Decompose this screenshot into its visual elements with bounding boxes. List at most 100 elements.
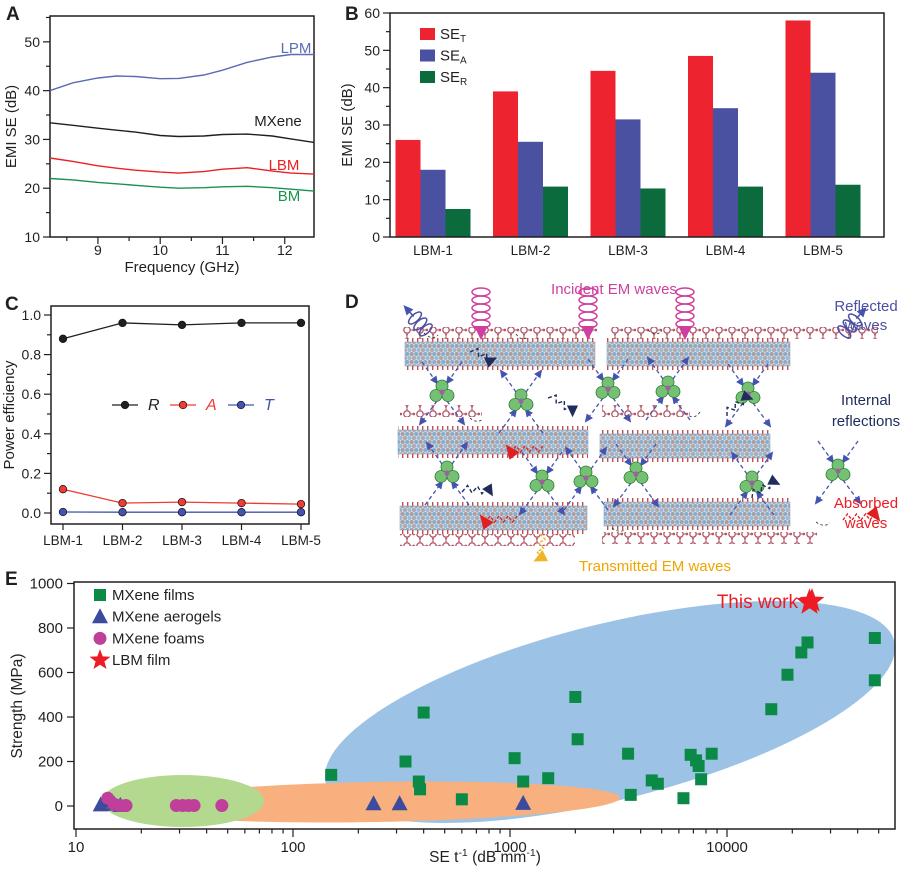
svg-text:SEA: SEA (440, 48, 467, 67)
svg-text:Frequency (GHz): Frequency (GHz) (124, 259, 239, 276)
svg-text:Strength (MPa): Strength (MPa) (9, 653, 26, 758)
svg-text:0.6: 0.6 (22, 386, 42, 402)
svg-text:LBM-3: LBM-3 (608, 243, 648, 258)
panel-label-e: E (5, 569, 18, 590)
point-mxene-aerogels (92, 796, 109, 812)
svg-text:LBM-5: LBM-5 (803, 243, 843, 258)
em-shielding-schematic (397, 287, 881, 562)
point-mxene-films (417, 706, 430, 719)
svg-text:Power efficiency: Power efficiency (1, 360, 18, 469)
point-mxene-foams (215, 799, 229, 813)
marker-a (296, 499, 306, 509)
legend-swatch-set (420, 28, 435, 40)
marker-a (118, 498, 127, 508)
legend-item-mxene-aerogels (92, 608, 108, 624)
svg-text:40: 40 (24, 83, 40, 99)
marker-r (177, 320, 187, 330)
marker-t (177, 508, 187, 517)
marker-a (177, 497, 187, 507)
bar-lbm-5-sea (810, 72, 836, 237)
svg-text:0.0: 0.0 (22, 505, 42, 521)
svg-text:MXene films: MXene films (112, 587, 195, 604)
svg-text:LBM-1: LBM-1 (413, 243, 453, 258)
point-mxene-films (677, 792, 690, 805)
svg-text:SET: SET (440, 26, 466, 45)
svg-text:10: 10 (68, 839, 85, 856)
marker-t (296, 508, 306, 517)
point-mxene-films (542, 772, 555, 785)
svg-text:LBM film: LBM film (112, 652, 170, 669)
point-mxene-films (624, 788, 637, 801)
point-mxene-films (508, 752, 521, 765)
bar-lbm-2-set (493, 91, 518, 238)
panel-b-bar-chart: 0 10 20 30 40 50 60 LBM-1 LBM-2 LBM-3 LBM-4 LBM-5 SE… (339, 5, 885, 258)
marker-t (237, 508, 246, 517)
svg-text:0: 0 (55, 798, 63, 815)
svg-text:LBM-3: LBM-3 (162, 533, 202, 548)
point-mxene-films (325, 768, 338, 781)
svg-text:20: 20 (364, 154, 380, 170)
bar-lbm-3-set (590, 70, 616, 237)
this-work-annotation: This work (717, 592, 799, 613)
incident-em-waves-label: Incident EM waves (551, 281, 677, 298)
point-mxene-films (571, 733, 584, 746)
marker-r (296, 318, 306, 328)
series-label-lbm: LBM (269, 157, 300, 174)
point-mxene-films (622, 747, 635, 760)
absorbed-waves-label-line1: Absorbed (834, 495, 898, 512)
legend-item-mxene-foams (93, 631, 107, 645)
bar-lbm-2-ser (543, 186, 568, 237)
panel-label-a: A (6, 4, 20, 25)
panel-e-scatter-chart: 0 200 400 600 800 1000 10 100 1000 10000 Strength … (9, 576, 896, 866)
this-work-star (799, 588, 825, 612)
svg-text:A: A (205, 397, 217, 414)
svg-text:10: 10 (152, 242, 168, 258)
marker-a (58, 485, 68, 494)
point-mxene-aerogels (365, 795, 382, 811)
point-mxene-films (801, 636, 814, 649)
svg-text:100: 100 (280, 839, 305, 856)
bar-lbm-5-set (785, 20, 811, 237)
svg-text:EMI SE (dB): EMI SE (dB) (3, 85, 20, 168)
point-mxene-films (399, 755, 412, 768)
svg-text:11: 11 (215, 242, 230, 258)
svg-text:T: T (264, 397, 275, 414)
bar-lbm-4-ser (738, 186, 763, 237)
legend-swatch-sea (420, 49, 435, 62)
svg-text:1000: 1000 (30, 576, 63, 593)
svg-text:R: R (148, 397, 160, 414)
svg-text:20: 20 (24, 180, 40, 196)
marker-r (118, 318, 127, 328)
point-mxene-films (651, 777, 664, 790)
svg-text:EMI SE (dB): EMI SE (dB) (339, 83, 356, 166)
svg-text:40: 40 (364, 80, 380, 96)
svg-text:30: 30 (24, 131, 40, 147)
point-mxene-films (517, 775, 530, 788)
legend-item-lbm-film (89, 649, 111, 669)
point-mxene-films (705, 747, 718, 760)
svg-text:400: 400 (38, 709, 63, 726)
series-label-bm: BM (278, 188, 301, 205)
point-mxene-films (868, 632, 881, 645)
bar-lbm-4-set (688, 55, 713, 237)
svg-text:LBM-2: LBM-2 (511, 243, 551, 258)
series-label-mxene: MXene (254, 113, 302, 130)
point-mxene-films (795, 646, 808, 659)
bar-lbm-3-ser (640, 188, 666, 237)
point-mxene-aerogels (515, 794, 532, 810)
svg-text:10000: 10000 (706, 839, 748, 856)
panel-label-c: C (5, 294, 19, 315)
svg-text:LBM-2: LBM-2 (103, 533, 143, 548)
point-mxene-foams (119, 799, 133, 813)
svg-text:0.8: 0.8 (22, 347, 42, 363)
svg-text:30: 30 (364, 117, 380, 133)
svg-text:0.2: 0.2 (22, 465, 42, 481)
bar-lbm-5-ser (835, 184, 861, 237)
svg-text:MXene aerogels: MXene aerogels (112, 609, 221, 626)
point-mxene-foams (187, 799, 201, 813)
svg-text:10: 10 (364, 192, 380, 208)
transmitted-em-waves-label: Transmitted EM waves (579, 558, 731, 575)
svg-text:60: 60 (364, 5, 380, 21)
point-mxene-films (569, 690, 582, 703)
